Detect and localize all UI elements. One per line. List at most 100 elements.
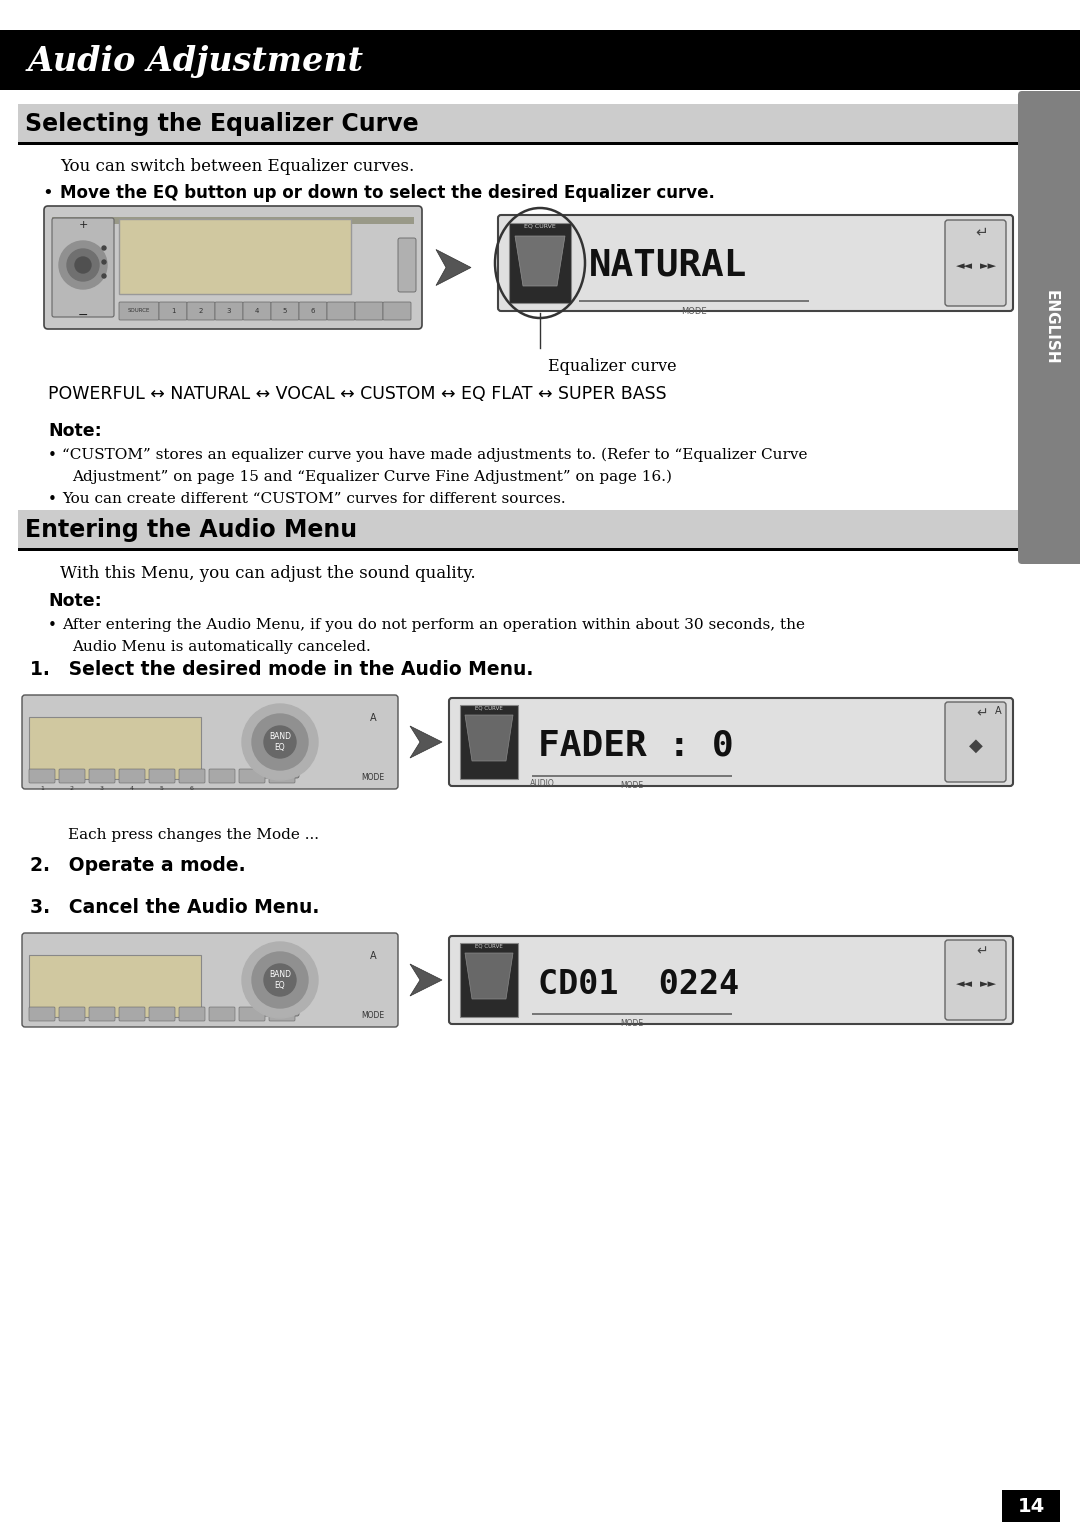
Text: ↵: ↵ <box>976 707 988 721</box>
Text: A: A <box>995 707 1001 716</box>
Text: A: A <box>369 950 376 961</box>
FancyBboxPatch shape <box>187 302 215 320</box>
Text: MODE: MODE <box>362 774 384 782</box>
Circle shape <box>252 952 308 1009</box>
FancyBboxPatch shape <box>18 510 1018 547</box>
FancyBboxPatch shape <box>945 940 1005 1019</box>
FancyBboxPatch shape <box>89 770 114 783</box>
FancyBboxPatch shape <box>239 1007 265 1021</box>
Text: •: • <box>48 492 57 507</box>
FancyBboxPatch shape <box>159 302 187 320</box>
FancyBboxPatch shape <box>89 1007 114 1021</box>
Text: 14: 14 <box>1017 1496 1044 1516</box>
FancyBboxPatch shape <box>509 222 571 304</box>
Circle shape <box>264 727 296 757</box>
Text: ↵: ↵ <box>975 224 988 239</box>
FancyBboxPatch shape <box>532 776 732 777</box>
Text: EQ CURVE: EQ CURVE <box>524 224 556 228</box>
Text: ►►: ►► <box>980 980 997 989</box>
FancyBboxPatch shape <box>271 302 299 320</box>
FancyBboxPatch shape <box>498 215 1013 311</box>
FancyBboxPatch shape <box>1002 1490 1059 1522</box>
Circle shape <box>264 964 296 996</box>
Circle shape <box>102 274 106 277</box>
Text: 1. Select the desired mode in the Audio Menu.: 1. Select the desired mode in the Audio … <box>30 661 534 679</box>
FancyBboxPatch shape <box>945 702 1005 782</box>
Circle shape <box>102 261 106 264</box>
FancyBboxPatch shape <box>460 943 518 1016</box>
FancyBboxPatch shape <box>261 993 299 1016</box>
Text: Equalizer curve: Equalizer curve <box>548 359 677 376</box>
FancyBboxPatch shape <box>299 302 327 320</box>
FancyBboxPatch shape <box>579 300 809 302</box>
FancyBboxPatch shape <box>449 698 1013 786</box>
FancyBboxPatch shape <box>18 104 1018 143</box>
Circle shape <box>242 704 318 780</box>
FancyBboxPatch shape <box>52 218 414 224</box>
FancyBboxPatch shape <box>29 770 55 783</box>
Text: Move the EQ button up or down to select the desired Equalizer curve.: Move the EQ button up or down to select … <box>60 184 715 202</box>
Circle shape <box>242 941 318 1018</box>
FancyBboxPatch shape <box>239 770 265 783</box>
FancyBboxPatch shape <box>261 756 299 779</box>
Text: “CUSTOM” stores an equalizer curve you have made adjustments to. (Refer to “Equa: “CUSTOM” stores an equalizer curve you h… <box>62 448 808 463</box>
FancyBboxPatch shape <box>22 694 399 789</box>
Polygon shape <box>515 236 565 287</box>
FancyBboxPatch shape <box>29 955 201 1016</box>
FancyBboxPatch shape <box>18 547 1018 550</box>
FancyBboxPatch shape <box>399 238 416 291</box>
Text: You can create different “CUSTOM” curves for different sources.: You can create different “CUSTOM” curves… <box>62 492 566 506</box>
Text: Audio Adjustment: Audio Adjustment <box>28 46 364 78</box>
Text: ►►: ►► <box>980 261 997 271</box>
FancyBboxPatch shape <box>449 937 1013 1024</box>
FancyBboxPatch shape <box>210 770 235 783</box>
FancyBboxPatch shape <box>52 218 114 317</box>
Text: ENGLISH: ENGLISH <box>1043 290 1058 365</box>
FancyBboxPatch shape <box>59 1007 85 1021</box>
Text: MODE: MODE <box>620 780 644 789</box>
Text: BAND
EQ: BAND EQ <box>269 970 291 990</box>
Circle shape <box>102 245 106 250</box>
FancyBboxPatch shape <box>355 302 383 320</box>
Text: CD01  0224: CD01 0224 <box>538 967 739 1001</box>
FancyBboxPatch shape <box>22 934 399 1027</box>
FancyBboxPatch shape <box>44 205 422 330</box>
Text: AUDIO: AUDIO <box>529 779 554 788</box>
FancyBboxPatch shape <box>119 1007 145 1021</box>
FancyBboxPatch shape <box>18 143 1018 146</box>
FancyBboxPatch shape <box>29 717 201 779</box>
FancyBboxPatch shape <box>945 221 1005 307</box>
Polygon shape <box>410 727 442 757</box>
FancyBboxPatch shape <box>327 302 355 320</box>
FancyBboxPatch shape <box>59 770 85 783</box>
Text: 5: 5 <box>283 308 287 314</box>
Text: After entering the Audio Menu, if you do not perform an operation within about 3: After entering the Audio Menu, if you do… <box>62 618 805 632</box>
FancyBboxPatch shape <box>119 770 145 783</box>
Text: −: − <box>78 308 89 322</box>
Text: 2. Operate a mode.: 2. Operate a mode. <box>30 855 245 875</box>
Text: MODE: MODE <box>681 307 706 316</box>
Text: MODE: MODE <box>620 1019 644 1029</box>
FancyBboxPatch shape <box>179 1007 205 1021</box>
FancyBboxPatch shape <box>0 31 1080 90</box>
Text: POWERFUL ↔ NATURAL ↔ VOCAL ↔ CUSTOM ↔ EQ FLAT ↔ SUPER BASS: POWERFUL ↔ NATURAL ↔ VOCAL ↔ CUSTOM ↔ EQ… <box>48 385 666 403</box>
Text: 3: 3 <box>100 785 104 791</box>
FancyBboxPatch shape <box>29 1007 55 1021</box>
Text: FADER : 0: FADER : 0 <box>538 730 733 763</box>
Text: •: • <box>48 448 57 463</box>
Circle shape <box>75 258 91 273</box>
FancyBboxPatch shape <box>119 302 159 320</box>
Text: You can switch between Equalizer curves.: You can switch between Equalizer curves. <box>60 158 415 175</box>
Text: BAND
EQ: BAND EQ <box>269 733 291 751</box>
Text: EQ CURVE: EQ CURVE <box>475 943 503 949</box>
Circle shape <box>67 248 99 281</box>
Text: ◄◄: ◄◄ <box>956 261 972 271</box>
Text: 6: 6 <box>190 785 194 791</box>
Text: 3. Cancel the Audio Menu.: 3. Cancel the Audio Menu. <box>30 898 320 917</box>
FancyBboxPatch shape <box>383 302 411 320</box>
Text: Entering the Audio Menu: Entering the Audio Menu <box>25 518 357 543</box>
Text: +: + <box>79 221 87 230</box>
FancyBboxPatch shape <box>269 1007 295 1021</box>
Polygon shape <box>410 964 442 996</box>
Text: Audio Menu is automatically canceled.: Audio Menu is automatically canceled. <box>72 639 370 655</box>
